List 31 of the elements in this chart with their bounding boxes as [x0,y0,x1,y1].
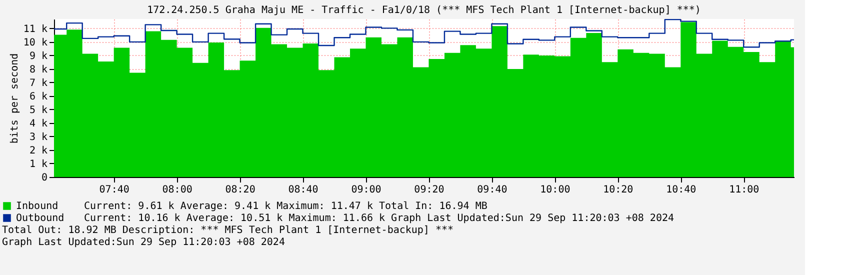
text: Graph Last Updated:Sun 29 Sep 11:20:03 +08 2024 [2,237,285,248]
x-tick-label: 10:40 [666,184,696,196]
y-tick-label: 4 k [29,118,48,130]
y-tick-label: 0 [41,172,48,184]
y-tick-label: 9 k [29,50,48,62]
y-axis-title: bits per second [9,53,20,144]
x-tick-label: 10:00 [540,184,570,196]
y-tick-label: 8 k [29,64,48,76]
y-tick-label: 2 k [29,145,48,156]
y-tick-label: 1 k [29,158,48,170]
text: Current: 9.61 k Average: 9.41 k Maximum: 11.47 k Total In: 16.94 MB [84,201,488,212]
x-tick-label: 10:20 [603,184,634,196]
x-tick-label: 09:00 [351,184,382,196]
y-tick-label: 10 k [23,37,48,48]
x-tick-label: 08:20 [225,184,256,196]
x-tick-label: 08:40 [288,184,318,196]
x-tick-label: 09:20 [414,184,444,196]
x-tick-label: 09:40 [477,184,508,196]
chart-title: 172.24.250.5 Graha Maju ME - Traffic - Fa1/0/18 (*** MFS Tech Plant 1 [Internet-backup] ***) [147,4,701,16]
y-tick-label: 6 k [29,91,48,102]
y-tick-label: 7 k [29,78,48,89]
y-tick-label: 11 k [23,24,48,35]
y-tick-label: 3 k [29,132,48,143]
x-tick-label: 08:00 [162,184,192,196]
legend-label: Outbound [16,213,64,224]
y-tick-label: 5 k [29,104,48,116]
x-tick-label: 11:00 [729,184,760,196]
text: Total Out: 18.92 MB Description: *** MFS Tech Plant 1 [Internet-backup] *** [2,225,454,236]
text: Current: 10.16 k Average: 10.51 k Maximum: 11.66 k Graph Last Updated:Sun 29 Sep 11:20:03 +08 2024 [84,213,674,224]
legend-label: Inbound [16,201,58,212]
x-tick-label: 07:40 [99,184,130,196]
